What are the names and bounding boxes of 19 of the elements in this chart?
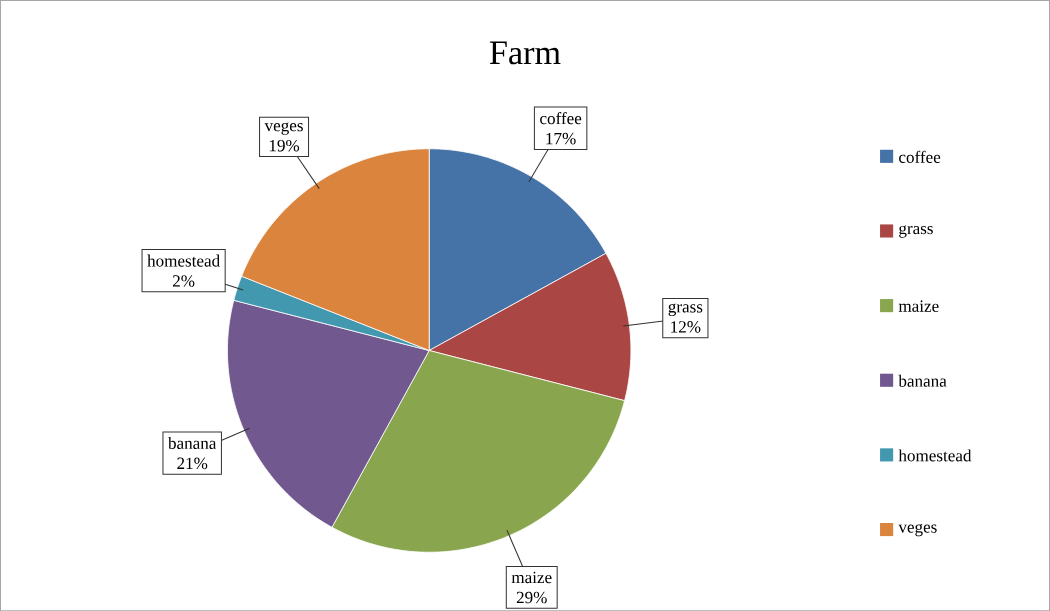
chart-title: Farm [489,41,561,65]
data-label: 12% [671,320,701,333]
legend-label: homestead [898,449,972,462]
slice-label: coffee [540,111,582,125]
slice-label: banana [168,436,217,449]
legend-label: grass [899,225,933,238]
data-label: 17% [546,132,576,145]
slice-label: maize [511,571,552,584]
data-label: 2% [172,275,195,287]
legend-label: banana [898,374,947,387]
data-label: 19% [269,139,300,152]
slice-label: veges [264,122,303,135]
data-label: 21% [177,457,208,470]
legend-label: maize [898,300,939,312]
slice-label: homestead [147,254,220,267]
slice-label: grass [668,303,703,316]
legend-label: coffee [899,150,941,163]
data-label: 29% [516,591,547,604]
legend-label: veges [898,523,937,537]
